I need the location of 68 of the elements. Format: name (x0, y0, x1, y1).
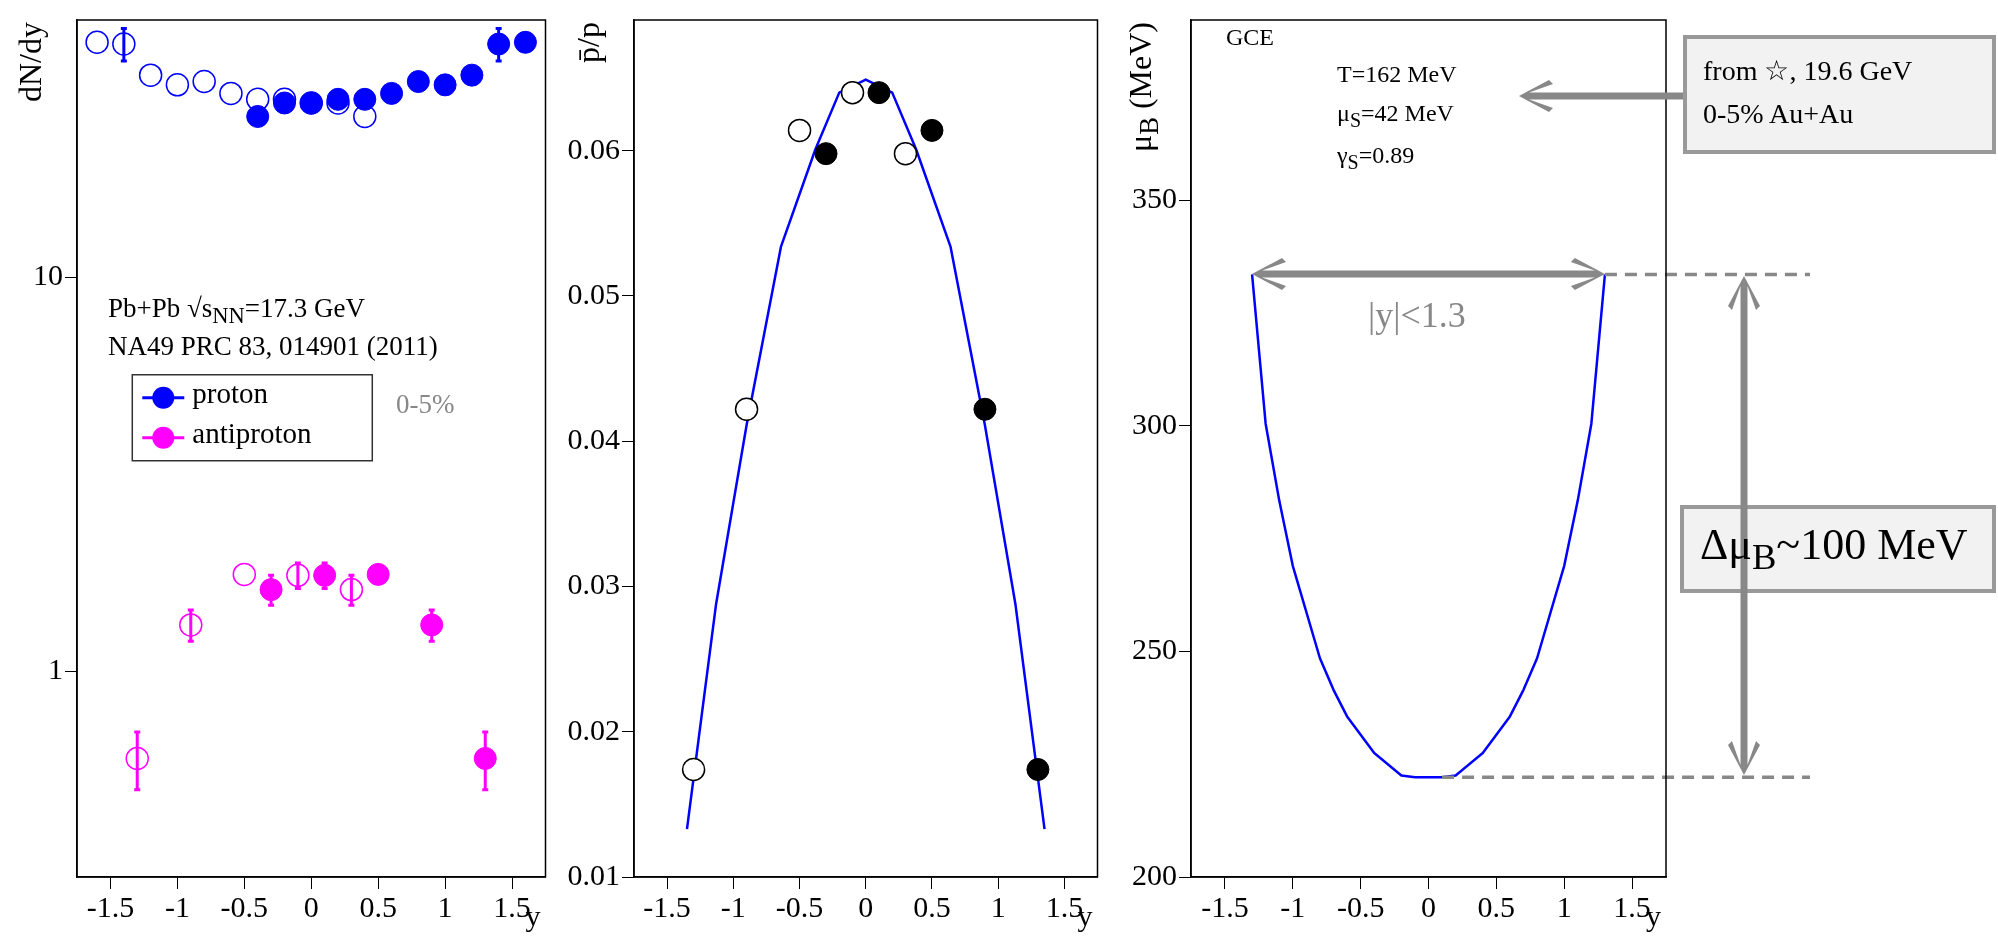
point (814, 142, 838, 166)
x-tick-label: -1.5 (1201, 889, 1249, 923)
point (734, 397, 759, 422)
point (787, 118, 812, 143)
y-tick-label: 200 (1132, 857, 1177, 891)
point (406, 70, 430, 94)
y-axis-title: dN/dy (12, 22, 48, 102)
x-tick-label: 1 (990, 889, 1006, 923)
point (138, 63, 163, 87)
point (85, 30, 109, 55)
x-tick-label: 0 (1421, 889, 1436, 923)
point (867, 81, 891, 105)
y-tick-label: 0.05 (567, 276, 620, 310)
point (513, 30, 537, 54)
x-tick-label: -1.5 (643, 889, 691, 923)
annotation: |y|<1.3 (1368, 295, 1466, 335)
x-tick-label: -0.5 (1336, 889, 1385, 923)
y-tick-label: 10 (33, 258, 63, 292)
point (1026, 758, 1050, 782)
x-tick-label: -1 (164, 889, 190, 923)
text: 0-5% Au+Au (1703, 98, 1854, 129)
annotation: Pb+Pb √s$_{NN}$=17.3 GeV (108, 293, 366, 329)
y-tick-label: 250 (1132, 632, 1177, 666)
y-tick-label: 0.03 (567, 567, 620, 601)
point (380, 81, 404, 105)
point (433, 73, 457, 97)
point (219, 81, 243, 106)
x-tick-label: 0.5 (359, 889, 397, 923)
point (973, 397, 997, 421)
y-axis-title: p̄/p (570, 22, 606, 63)
legend-label: proton (192, 377, 269, 410)
y-tick-label: 350 (1132, 181, 1177, 215)
annotation: μ$_{S}$=42 MeV (1337, 100, 1454, 131)
annotation: 0-5% (396, 389, 455, 419)
annotation: NA49 PRC 83, 014901 (2011) (108, 331, 438, 361)
x-tick-label: 1 (437, 889, 453, 923)
x-tick-label: -1.5 (86, 889, 135, 923)
point (246, 104, 270, 128)
y-tick-label: 0.06 (567, 131, 620, 165)
x-tick-label: -0.5 (775, 889, 824, 923)
annotation: T=162 MeV (1337, 61, 1457, 87)
y-tick-label: 0.02 (567, 712, 620, 746)
annotation: GCE (1226, 24, 1274, 50)
x-tick-label: -1 (1280, 889, 1306, 923)
x-tick-label: 0.5 (1477, 889, 1516, 923)
y-tick-label: 0.01 (567, 857, 620, 891)
x-tick-label: 1 (1556, 889, 1572, 923)
x-tick-label: 0 (858, 889, 874, 923)
point (192, 69, 216, 94)
point (366, 562, 390, 586)
point (165, 73, 190, 97)
point (840, 80, 865, 105)
point (232, 562, 257, 587)
annotation: γ$_{S}$=0.89 (1337, 142, 1415, 173)
x-tick-label: -1 (720, 889, 746, 923)
x-tick-label: 0.5 (913, 889, 951, 923)
y-tick-label: 0.04 (567, 422, 620, 456)
point (893, 141, 918, 166)
text: from ☆, 19.6 GeV (1703, 55, 1913, 86)
point (460, 63, 484, 87)
y-tick-label: 300 (1132, 406, 1177, 440)
x-tick-label: 0 (303, 889, 319, 923)
point (681, 757, 706, 782)
text: Δμ$_{B}$~100 MeV (1700, 520, 1968, 577)
legend-label: antiproton (192, 417, 312, 450)
x-tick-label: -0.5 (220, 889, 269, 923)
point (920, 118, 944, 142)
point (353, 87, 377, 111)
